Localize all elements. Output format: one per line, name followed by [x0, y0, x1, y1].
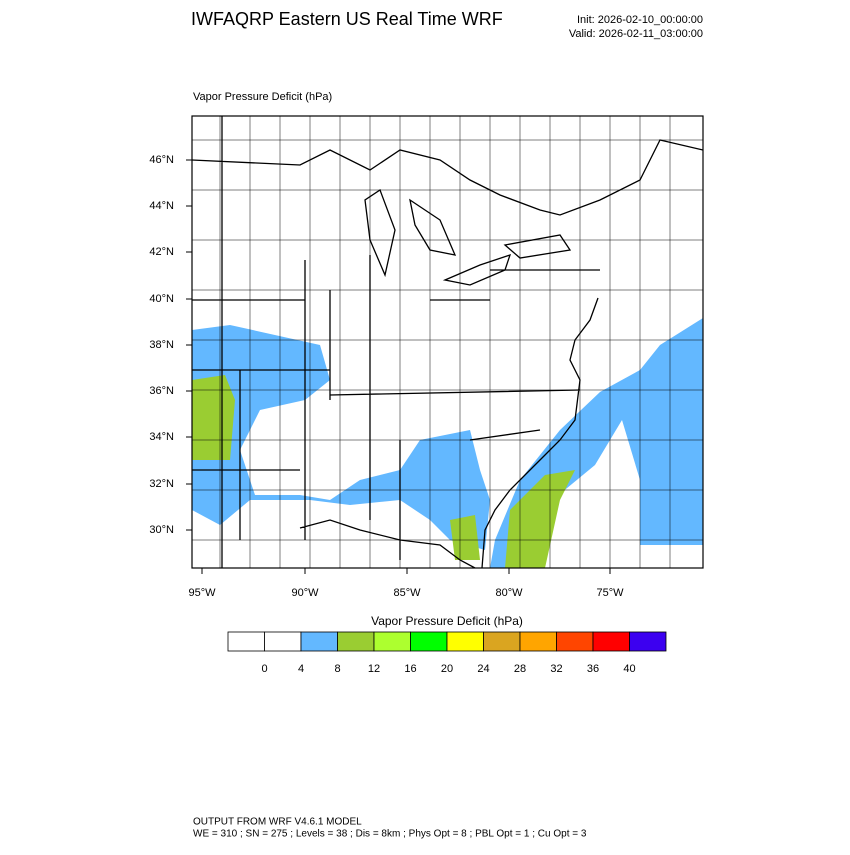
- lat-label: 32°N: [149, 478, 174, 490]
- colorbar-label: 16: [404, 663, 416, 675]
- lon-label: 85°W: [393, 587, 421, 599]
- lon-label: 90°W: [291, 587, 319, 599]
- colorbar-box: [410, 631, 448, 652]
- colorbar-box: [629, 631, 667, 652]
- vpd-land: [192, 325, 490, 550]
- colorbar-box: [373, 631, 411, 652]
- vpd-ocean-high: [505, 470, 575, 568]
- colorbar-box: [556, 631, 594, 652]
- lat-label: 34°N: [149, 431, 174, 443]
- lat-label: 40°N: [149, 293, 174, 305]
- colorbar-label: 20: [441, 663, 453, 675]
- colorbar-label: 8: [334, 663, 340, 675]
- colorbar-box: [227, 631, 265, 652]
- lat-label: 30°N: [149, 524, 174, 536]
- colorbar-box: [483, 631, 521, 652]
- lat-label: 36°N: [149, 385, 174, 397]
- lon-label: 95°W: [188, 587, 216, 599]
- lat-label: 42°N: [149, 246, 174, 258]
- state-boundaries: [192, 116, 703, 568]
- colorbar-box: [446, 631, 484, 652]
- colorbar-label: 28: [514, 663, 526, 675]
- colorbar-label: 36: [587, 663, 599, 675]
- lat-label: 44°N: [149, 200, 174, 212]
- map-frame: [191, 115, 704, 569]
- colorbar-label: 0: [261, 663, 267, 675]
- footer-line: WE = 310 ; SN = 275 ; Levels = 38 ; Dis …: [193, 829, 587, 840]
- lon-label: 75°W: [596, 587, 624, 599]
- vpd-land-high: [192, 375, 235, 460]
- map: [191, 115, 704, 569]
- valid-time: Valid: 2026-02-11_03:00:00: [569, 28, 703, 40]
- lat-label: 38°N: [149, 339, 174, 351]
- colorbar-label: 32: [550, 663, 562, 675]
- colorbar-box: [264, 631, 302, 652]
- map-subtitle: Vapor Pressure Deficit (hPa): [193, 91, 332, 103]
- init-time: Init: 2026-02-10_00:00:00: [577, 14, 703, 26]
- colorbar-box: [300, 631, 338, 652]
- colorbar-box: [337, 631, 375, 652]
- county-lines: [192, 116, 703, 568]
- lat-label: 46°N: [149, 154, 174, 166]
- lon-label: 80°W: [495, 587, 523, 599]
- colorbar-label: 40: [623, 663, 635, 675]
- colorbar-label: 24: [477, 663, 489, 675]
- footer-line: OUTPUT FROM WRF V4.6.1 MODEL: [193, 817, 362, 828]
- colorbar-label: 12: [368, 663, 380, 675]
- colorbar-box: [592, 631, 630, 652]
- vpd-georgia-high: [450, 515, 480, 560]
- colorbar-box: [519, 631, 557, 652]
- colorbar-label: 4: [298, 663, 304, 675]
- title: IWFAQRP Eastern US Real Time WRF: [191, 9, 503, 29]
- colorbar-title: Vapor Pressure Deficit (hPa): [371, 614, 523, 628]
